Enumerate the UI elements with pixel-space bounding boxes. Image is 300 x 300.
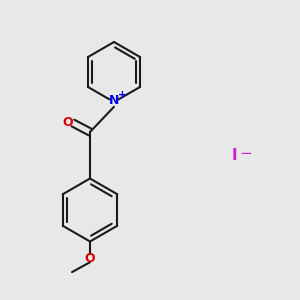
Text: N: N	[109, 94, 119, 107]
Text: O: O	[62, 116, 73, 130]
Text: I: I	[231, 148, 237, 164]
Text: −: −	[240, 146, 252, 161]
Text: O: O	[85, 251, 95, 265]
Text: +: +	[118, 90, 127, 100]
